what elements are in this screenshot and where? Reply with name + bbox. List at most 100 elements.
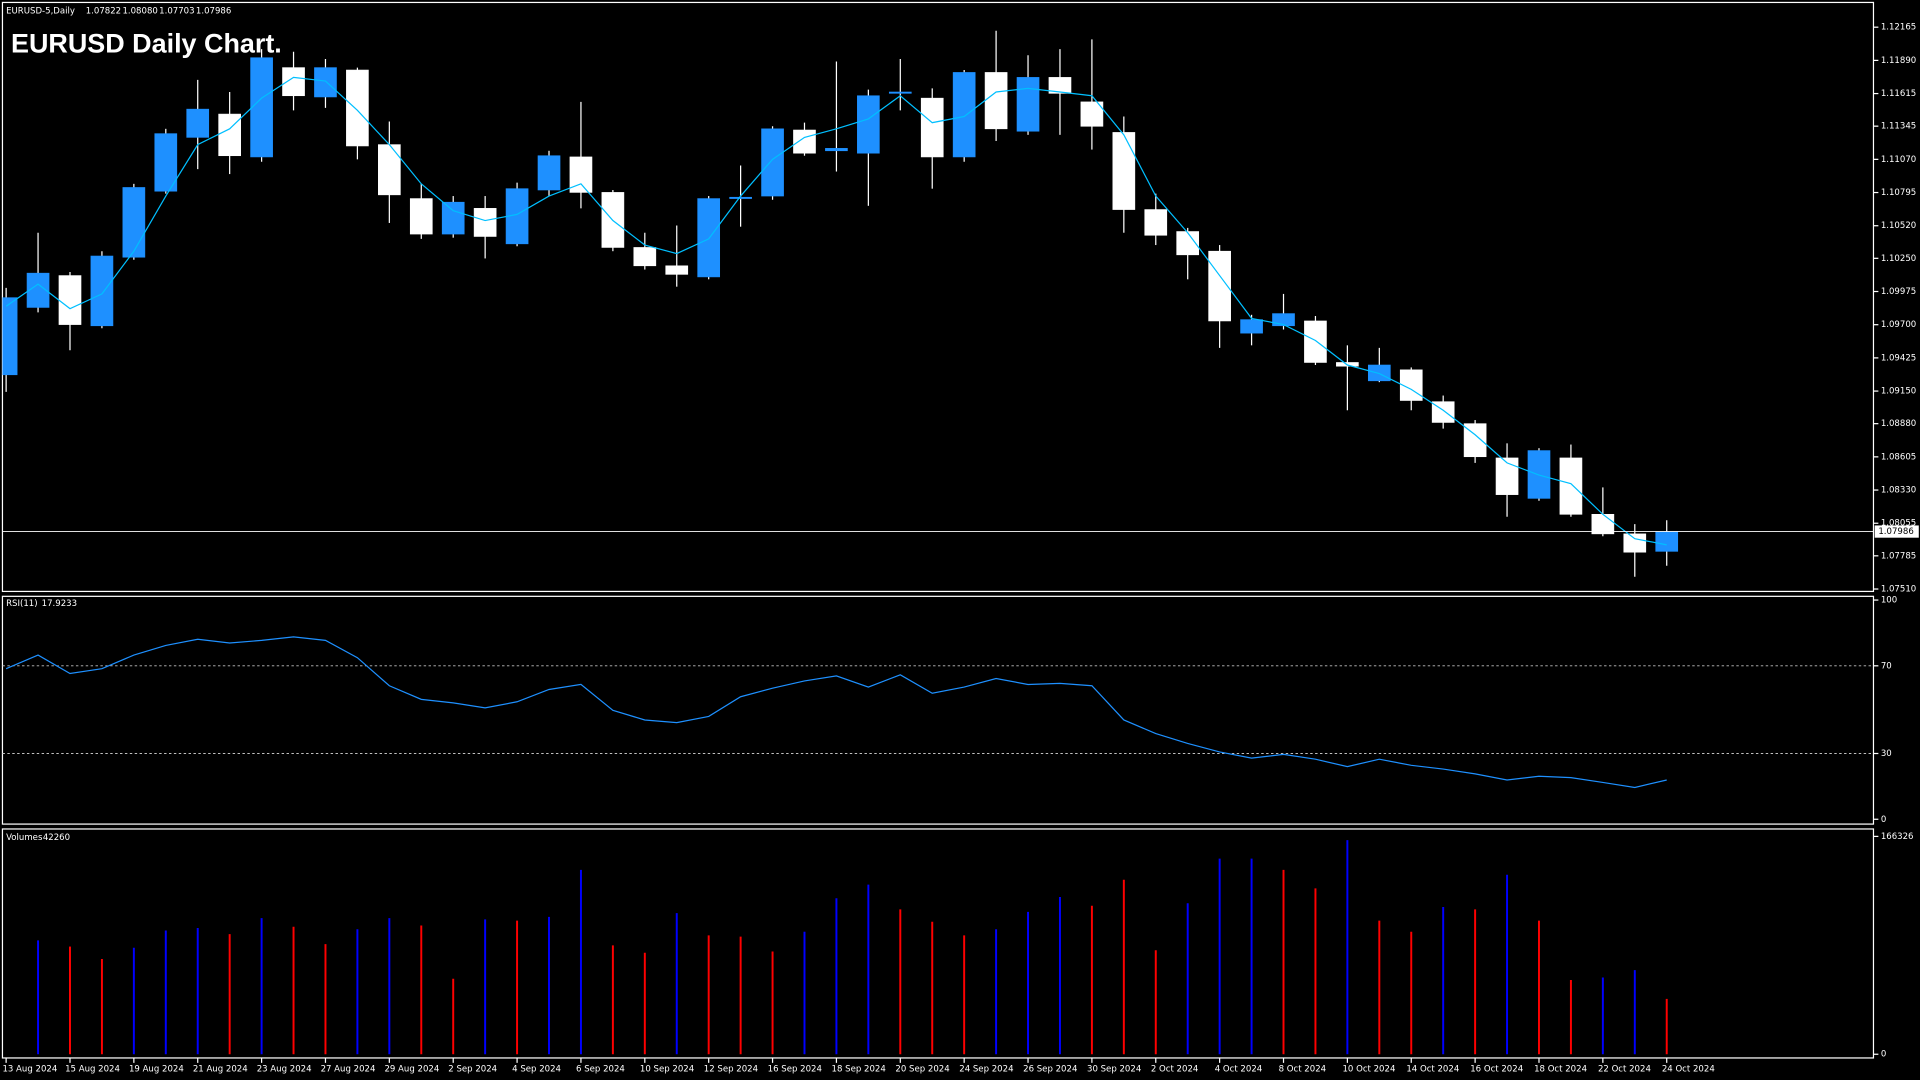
x-tick-label: 20 Sep 2024 (895, 1064, 949, 1074)
y-tick-label: 1.12165 (1881, 23, 1916, 33)
candle-body (346, 69, 369, 147)
x-tick-label: 29 Aug 2024 (384, 1064, 439, 1074)
x-tick-label: 22 Oct 2024 (1598, 1064, 1651, 1074)
candle-body (888, 91, 912, 94)
y-tick-label: 1.08055 (1881, 519, 1916, 529)
candle-body (1144, 209, 1168, 236)
candle-body (1176, 231, 1200, 256)
candle-body (1463, 423, 1487, 458)
candle-body (952, 72, 976, 158)
candle-body (761, 128, 784, 197)
candle-body (250, 57, 273, 158)
x-tick-label: 19 Aug 2024 (129, 1064, 184, 1074)
moving-average (5, 76, 1667, 546)
candle-body (218, 113, 241, 157)
y-tick-label: 100 (1881, 596, 1897, 606)
x-tick-label: 26 Sep 2024 (1023, 1064, 1077, 1074)
x-tick-label: 13 Aug 2024 (2, 1064, 57, 1074)
y-tick-label: 0 (1881, 1050, 1886, 1060)
candle-body (1495, 457, 1519, 495)
x-tick-label: 10 Sep 2024 (640, 1064, 694, 1074)
rsi-name: RSI(11) (6, 599, 38, 609)
candle-body (633, 247, 657, 267)
x-tick-label: 6 Sep 2024 (576, 1064, 625, 1074)
candle-body (729, 196, 752, 199)
chart-title: EURUSD Daily Chart. (11, 28, 282, 58)
y-tick-label: 30 (1881, 749, 1892, 759)
candle-body (1367, 364, 1391, 382)
candle-body (58, 275, 82, 325)
y-tick-label: 1.11615 (1881, 89, 1916, 99)
x-tick-label: 4 Oct 2024 (1215, 1064, 1262, 1074)
y-tick-label: 1.10795 (1881, 188, 1916, 198)
candle-body (26, 272, 50, 308)
candle-body (537, 155, 561, 191)
header-open: 1.07822 (86, 7, 121, 17)
x-tick-label: 16 Sep 2024 (768, 1064, 822, 1074)
candle-body (1112, 132, 1136, 210)
y-tick-label: 1.11070 (1881, 155, 1916, 165)
y-tick-label: 1.09700 (1881, 320, 1916, 330)
x-tick-label: 12 Sep 2024 (704, 1064, 758, 1074)
y-tick-label: 1.08330 (1881, 486, 1916, 496)
x-tick-label: 16 Oct 2024 (1470, 1064, 1523, 1074)
candle-body (314, 67, 337, 98)
y-tick-label: 1.11345 (1881, 122, 1916, 132)
x-tick-label: 18 Oct 2024 (1534, 1064, 1587, 1074)
candle-body (1304, 320, 1327, 363)
candle-body (2, 297, 18, 376)
x-tick-label: 14 Oct 2024 (1406, 1064, 1459, 1074)
x-tick-label: 2 Sep 2024 (448, 1064, 497, 1074)
candle-body (378, 144, 401, 196)
x-tick-label: 30 Sep 2024 (1087, 1064, 1141, 1074)
candle-body (1623, 533, 1647, 553)
x-tick-label: 18 Sep 2024 (832, 1064, 886, 1074)
candle-body (697, 198, 721, 278)
y-tick-label: 166326 (1881, 832, 1914, 842)
y-tick-label: 1.10520 (1881, 221, 1916, 231)
y-tick-label: 1.08880 (1881, 419, 1916, 429)
candle-body (282, 67, 305, 97)
x-tick-label: 27 Aug 2024 (321, 1064, 376, 1074)
x-tick-label: 24 Sep 2024 (959, 1064, 1013, 1074)
candle-body (186, 108, 210, 138)
x-tick-label: 10 Oct 2024 (1342, 1064, 1395, 1074)
candle-body (569, 156, 593, 193)
candle-body (1080, 101, 1104, 127)
current-price-box (1874, 525, 1919, 538)
rsi-panel (1, 595, 1875, 825)
candle-body (1016, 77, 1040, 132)
x-tick-label: 2 Oct 2024 (1151, 1064, 1199, 1074)
candle-body (1559, 457, 1583, 515)
candle-body (1591, 513, 1615, 535)
x-tick-label: 23 Aug 2024 (257, 1064, 312, 1074)
candle-body (90, 255, 114, 327)
candle-body (473, 208, 497, 237)
current-price-label: 1.07986 (1878, 527, 1913, 537)
y-tick-label: 1.08605 (1881, 452, 1916, 462)
main-panel (1, 1, 1875, 593)
y-tick-label: 1.07785 (1881, 551, 1916, 561)
candle-body (984, 72, 1008, 130)
volume-panel (1, 828, 1875, 1059)
volume-last-value: 42260 (43, 833, 70, 843)
rsi-line (5, 636, 1667, 789)
y-tick-label: 1.09150 (1881, 387, 1916, 397)
candle-body (154, 133, 178, 192)
symbol-label: EURUSD-5,Daily (6, 7, 75, 17)
candle-body (122, 187, 146, 258)
x-tick-label: 8 Oct 2024 (1279, 1064, 1327, 1074)
candle-body (1048, 77, 1072, 94)
candle-body (409, 198, 433, 235)
y-tick-label: 0 (1881, 815, 1886, 825)
y-tick-label: 1.07510 (1881, 585, 1916, 595)
y-tick-label: 1.09975 (1881, 287, 1916, 297)
candle-body (1272, 313, 1295, 327)
candle-body (825, 148, 848, 152)
candle-body (920, 97, 944, 158)
candle-body (793, 129, 816, 154)
y-tick-label: 1.10250 (1881, 254, 1916, 264)
